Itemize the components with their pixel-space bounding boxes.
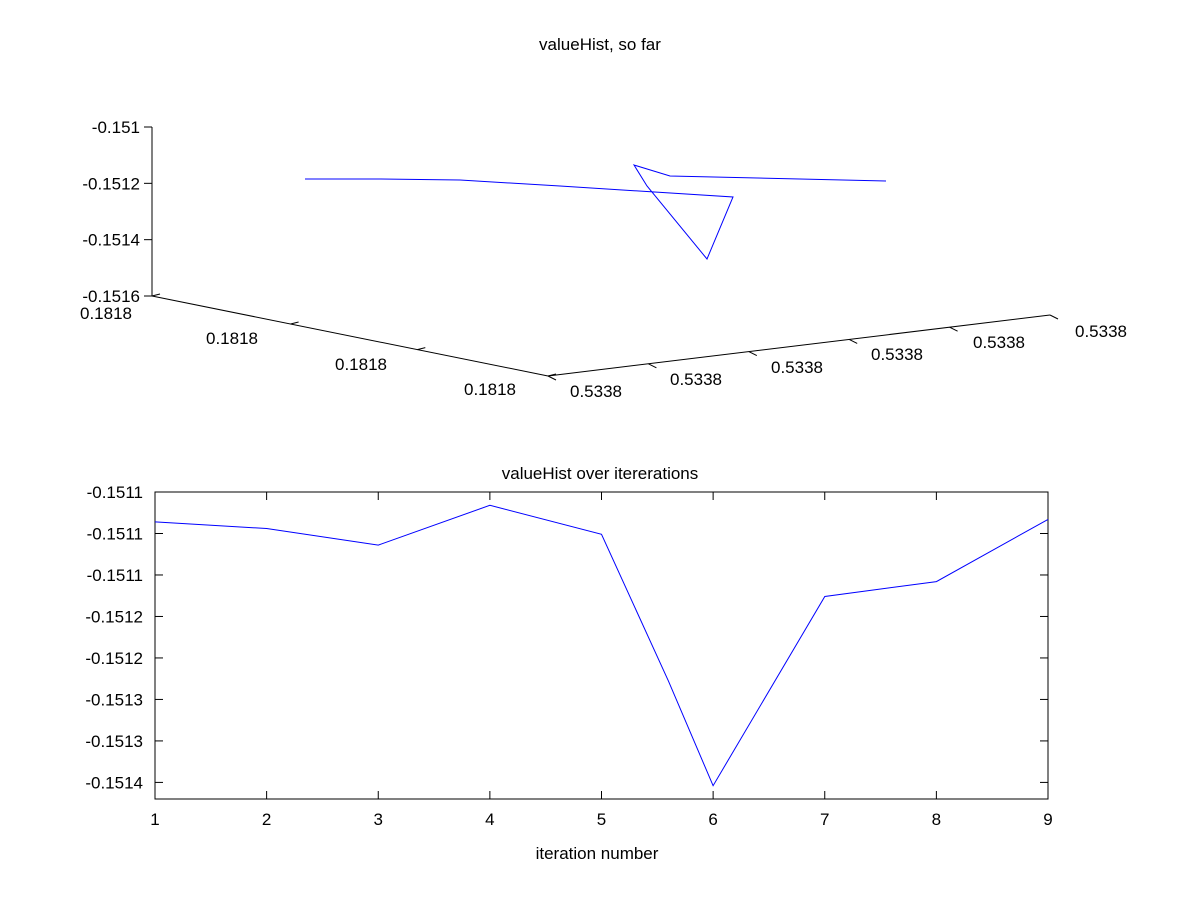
x-tick-label-3d: 0.1818 [80, 304, 132, 323]
x-tick-label: 2 [262, 810, 271, 829]
x-tick-label: 7 [820, 810, 829, 829]
x-ticks-2d: 1 2 3 4 5 6 7 8 9 [150, 492, 1053, 829]
x-tick-label: 5 [597, 810, 606, 829]
x-tick-label: 1 [150, 810, 159, 829]
plot-2d: valueHist over itererations -0.1511-0.15… [85, 464, 1052, 863]
y-tick-label: -0.1514 [85, 773, 143, 792]
z-tick-label-3d: -0.1514 [82, 231, 140, 250]
plot-3d: valueHist, so far -0.151 -0.1512 -0.1514 -0… [80, 35, 1127, 401]
series-line-3d [305, 164, 887, 260]
x-tick-label: 3 [374, 810, 383, 829]
axes-3d [151, 127, 1051, 377]
y-tick-3d [748, 351, 758, 357]
z-tick-label-3d: -0.151 [92, 118, 140, 137]
x-tick-3d [151, 293, 161, 297]
y-tick-3d [547, 375, 557, 381]
series-line-2d [154, 504, 1049, 787]
z-tick-label-3d: -0.1516 [82, 287, 140, 306]
chart-title-3d: valueHist, so far [539, 35, 661, 54]
y-tick-3d [949, 326, 958, 332]
x-tick-3d [417, 347, 426, 351]
y-ticks-2d: -0.1511 -0.1511 -0.1511 -0.1512 -0.1512 -0.15… [85, 483, 1048, 792]
x-tick-label-3d: 0.1818 [464, 380, 516, 399]
ticks-3d: -0.151-0.1512-0.1514-0.15160.18180.18180… [80, 118, 1127, 401]
y-tick-3d [848, 338, 858, 344]
x-tick-label: 4 [485, 810, 494, 829]
y-tick-label-3d: 0.5338 [973, 333, 1025, 352]
y-tick-label-3d: 0.5338 [670, 370, 722, 389]
y-tick-label-3d: 0.5338 [771, 358, 823, 377]
y-axis-line-3d [547, 314, 1051, 377]
x-tick-label-3d: 0.1818 [206, 329, 258, 348]
x-axis-line-3d [151, 295, 549, 377]
x-tick-3d [547, 373, 557, 377]
x-tick-label-3d: 0.1818 [335, 355, 387, 374]
series-3d [305, 164, 887, 260]
y-tick-label: -0.1511 [87, 566, 143, 585]
y-tick-3d [1049, 314, 1059, 320]
x-tick-label: 9 [1043, 810, 1052, 829]
y-tick-label: -0.1511 [87, 483, 143, 502]
chart-title-2d: valueHist over itererations [502, 464, 699, 483]
y-tick-label-3d: 0.5338 [1075, 322, 1127, 341]
series-2d [154, 504, 1049, 787]
x-tick-label: 6 [708, 810, 717, 829]
y-tick-3d [648, 363, 657, 369]
x-tick-3d [290, 321, 299, 325]
y-tick-label: -0.1512 [85, 607, 143, 626]
y-tick-label-3d: 0.5338 [570, 382, 622, 401]
y-tick-label-3d: 0.5338 [871, 345, 923, 364]
x-tick-label: 8 [932, 810, 941, 829]
y-tick-label: -0.1513 [85, 732, 143, 751]
y-tick-label: -0.1512 [85, 649, 143, 668]
x-axis-label-2d: iteration number [536, 844, 659, 863]
z-tick-label-3d: -0.1512 [82, 174, 140, 193]
y-tick-label: -0.1513 [85, 690, 143, 709]
y-tick-label: -0.1511 [87, 524, 143, 543]
